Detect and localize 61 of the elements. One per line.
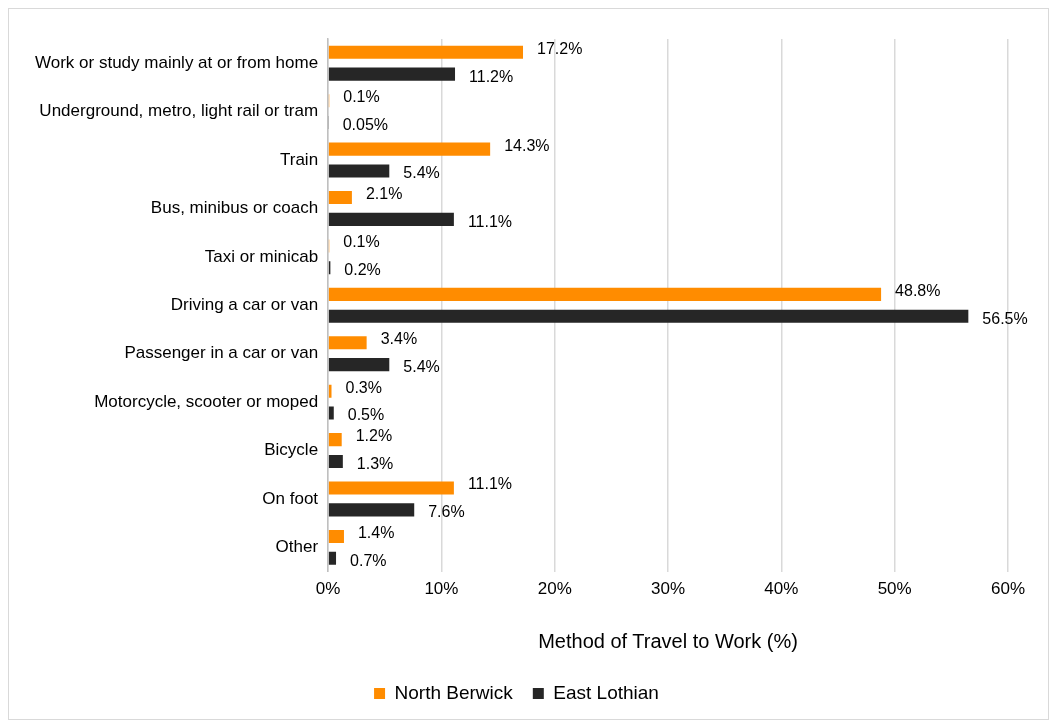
- data-label: 17.2%: [537, 39, 583, 57]
- y-tick-label: Passenger in a car or van: [124, 343, 319, 363]
- y-tick-label: Bus, minibus or coach: [150, 198, 319, 218]
- data-label: 0.5%: [347, 406, 385, 424]
- data-label: 11.2%: [469, 67, 514, 85]
- x-tick-label: 50%: [877, 579, 912, 599]
- y-tick-label: On foot: [262, 488, 319, 508]
- bar: [328, 529, 344, 544]
- bar: [328, 164, 390, 178]
- data-label: 14.3%: [504, 136, 550, 154]
- x-tick-label: 40%: [764, 579, 799, 599]
- bar: [328, 503, 415, 517]
- data-label: 11.1%: [467, 475, 513, 493]
- x-tick-label: 0%: [315, 579, 341, 599]
- legend-label: East Lothian: [553, 681, 659, 703]
- data-label: 0.1%: [343, 88, 380, 106]
- data-label: 7.6%: [428, 503, 465, 521]
- bar: [328, 309, 969, 323]
- data-label: 0.3%: [345, 378, 382, 396]
- x-axis-title: Method of Travel to Work (%): [538, 629, 798, 652]
- bar: [328, 191, 352, 205]
- data-label: 1.2%: [355, 427, 393, 445]
- y-tick-label: Other: [275, 537, 319, 557]
- bar: [328, 45, 524, 59]
- bar: [328, 433, 342, 447]
- data-label: 56.5%: [982, 309, 1028, 327]
- bar: [328, 481, 454, 495]
- data-label: 0.2%: [344, 261, 381, 279]
- x-tick-label: 30%: [651, 579, 686, 599]
- data-label: 1.4%: [357, 523, 395, 541]
- bar: [328, 142, 491, 156]
- legend-label: North Berwick: [394, 681, 514, 703]
- data-label: 48.8%: [895, 281, 941, 299]
- data-label: 3.4%: [380, 330, 418, 348]
- x-tick-label: 20%: [537, 579, 572, 599]
- y-tick-label: Bicycle: [264, 440, 319, 460]
- data-label: 1.3%: [356, 454, 394, 472]
- x-tick-label: 60%: [990, 579, 1026, 599]
- bar: [328, 406, 334, 420]
- bar: [328, 287, 882, 301]
- data-label: 5.4%: [403, 358, 440, 376]
- y-tick-label: Driving a car or van: [170, 294, 319, 314]
- bar: [328, 67, 456, 81]
- data-label: 0.1%: [343, 233, 380, 251]
- y-tick-label: Underground, metro, light rail or tram: [39, 101, 319, 121]
- data-label: 5.4%: [403, 164, 440, 182]
- bar: [328, 551, 337, 565]
- bar: [328, 212, 454, 226]
- data-label: 0.7%: [350, 551, 387, 569]
- bar: [328, 454, 343, 468]
- y-tick-label: Motorcycle, scooter or moped: [94, 391, 319, 411]
- y-tick-label: Work or study mainly at or from home: [35, 52, 319, 72]
- y-tick-label: Train: [280, 149, 319, 169]
- bar: [328, 358, 390, 372]
- bar: [328, 336, 367, 350]
- y-tick-label: Taxi or minicab: [204, 246, 319, 266]
- data-label: 0.05%: [342, 115, 389, 133]
- data-label: 11.1%: [467, 212, 513, 230]
- bar: [328, 384, 332, 398]
- x-tick-label: 10%: [424, 579, 459, 599]
- data-label: 2.1%: [365, 184, 403, 202]
